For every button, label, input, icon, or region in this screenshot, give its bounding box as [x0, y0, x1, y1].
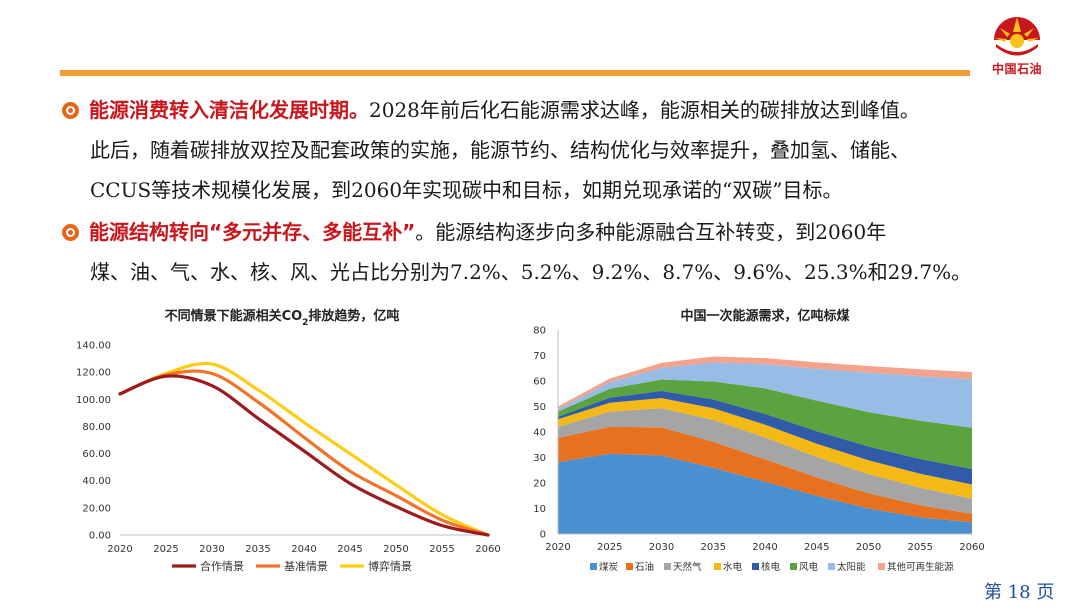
- paragraph-text: 此后，随着碳排放双控及配套政策的实施，能源节约、结构优化与效率提升，叠加氢、储能…: [90, 138, 910, 162]
- co2-emission-line-chart: 不同情景下能源相关CO2排放趋势，亿吨 0.00 20.00 40.00 60.00 80…: [70, 300, 510, 582]
- company-logo: 中国石油: [984, 14, 1050, 94]
- legend-label: 其他可再生能源: [887, 561, 954, 573]
- primary-energy-area-chart: 中国一次能源需求，亿吨标煤 0 10 20 30 40 50 60 70 80 2020 2025 20…: [528, 300, 994, 582]
- petrochina-emblem-icon: [994, 17, 1040, 56]
- x-tick-label: 2060: [959, 542, 984, 553]
- legend-swatch: [714, 563, 721, 570]
- x-tick-label: 2040: [752, 542, 777, 553]
- x-tick-label: 2035: [701, 542, 726, 553]
- y-tick-label: 0: [540, 530, 546, 541]
- legend-label: 石油: [635, 561, 654, 573]
- legend-label: 煤炭: [599, 561, 619, 573]
- co2-chart-svg: 不同情景下能源相关CO2排放趋势，亿吨 0.00 20.00 40.00 60.00 80…: [76, 308, 501, 573]
- x-tick-label: 2045: [337, 544, 362, 555]
- y-tick-label: 20.00: [82, 503, 111, 514]
- paragraph-text: CCUS等技术规模化发展，到2060年实现碳中和目标，如期兑现承诺的“双碳”目标…: [90, 178, 843, 202]
- area-band: [558, 390, 972, 485]
- y-tick-label: 30: [533, 453, 546, 464]
- legend-swatch: [752, 563, 759, 570]
- y-tick-label: 40.00: [82, 476, 111, 487]
- y-tick-label: 60: [533, 377, 546, 388]
- legend-swatch: [878, 563, 885, 570]
- x-tick-label: 2050: [383, 544, 408, 555]
- y-tick-label: 120.00: [76, 368, 111, 379]
- y-tick-label: 100.00: [76, 395, 111, 406]
- legend-swatch: [590, 563, 597, 570]
- x-tick-label: 2020: [545, 542, 570, 553]
- area-band: [558, 408, 972, 514]
- y-tick-label: 20: [533, 479, 546, 490]
- area-band: [558, 356, 972, 409]
- y-tick-label: 60.00: [82, 449, 111, 460]
- legend-label: 天然气: [673, 561, 702, 573]
- legend-swatch: [664, 563, 671, 570]
- legend-label: 合作情景: [200, 559, 244, 573]
- page-number-value: 18: [1007, 582, 1031, 603]
- y-tick-label: 80: [533, 326, 546, 337]
- paragraph-energy-structure: 能源结构转向“多元并存、多能互补”。能源结构逐步向多种能源融合互补转变，到206…: [62, 212, 971, 292]
- x-tick-label: 2030: [649, 542, 674, 553]
- y-tick-label: 70: [533, 351, 546, 362]
- legend-label: 博弈情景: [368, 559, 412, 573]
- paragraph-highlight: 能源结构转向“多元并存、多能互补”: [89, 220, 416, 244]
- area-band: [558, 453, 972, 534]
- x-tick-label: 2050: [856, 542, 881, 553]
- chart-title: 中国一次能源需求，亿吨标煤: [680, 308, 849, 324]
- paragraph-text: 煤、油、气、水、核、风、光占比分别为7.2%、5.2%、9.2%、8.7%、9.…: [90, 260, 972, 284]
- y-tick-label: 10: [533, 504, 546, 515]
- paragraph-text: 。能源结构逐步向多种能源融合互补转变，到2060年: [415, 220, 887, 244]
- paragraph-highlight: 能源消费转入清洁化发展时期。: [89, 98, 369, 122]
- x-tick-label: 2020: [107, 544, 132, 555]
- series-line: [118, 361, 490, 537]
- legend-label: 水电: [723, 561, 743, 573]
- paragraph-text: 2028年前后化石能源需求达峰，能源相关的碳排放达到峰值。: [369, 98, 920, 122]
- bullet-icon: [62, 102, 79, 119]
- series-line: [118, 369, 490, 537]
- legend-swatch: [828, 563, 835, 570]
- series-line: [118, 374, 490, 537]
- legend-swatch: [626, 563, 633, 570]
- x-tick-label: 2030: [199, 544, 224, 555]
- page-prefix: 第: [984, 582, 1002, 603]
- paragraph-energy-consumption: 能源消费转入清洁化发展时期。2028年前后化石能源需求达峰，能源相关的碳排放达到…: [62, 90, 920, 210]
- y-tick-label: 50: [533, 402, 546, 413]
- area-band: [558, 379, 972, 469]
- logo-text: 中国石油: [991, 62, 1042, 76]
- area-band: [558, 426, 972, 523]
- y-tick-label: 80.00: [82, 422, 111, 433]
- y-tick-label: 140.00: [76, 341, 111, 352]
- legend-label: 风电: [799, 561, 819, 573]
- x-tick-label: 2040: [291, 544, 316, 555]
- legend-label: 太阳能: [837, 561, 866, 573]
- chart-title: 不同情景下能源相关CO2排放趋势，亿吨: [165, 308, 400, 328]
- page-suffix: 页: [1036, 582, 1055, 603]
- header-rule: [60, 70, 970, 76]
- x-tick-label: 2055: [429, 544, 454, 555]
- bullet-icon: [62, 224, 79, 241]
- legend-label: 基准情景: [284, 560, 328, 573]
- area-band: [558, 362, 972, 428]
- x-tick-label: 2035: [245, 544, 270, 555]
- y-tick-label: 0.00: [89, 531, 111, 542]
- legend-swatch: [790, 563, 797, 570]
- page-number: 第 18 页: [984, 578, 1054, 604]
- area-band: [558, 398, 972, 499]
- x-tick-label: 2025: [597, 542, 622, 553]
- x-tick-label: 2025: [153, 544, 178, 555]
- y-tick-label: 40: [533, 428, 546, 439]
- x-tick-label: 2055: [908, 542, 933, 553]
- x-tick-label: 2045: [804, 542, 829, 553]
- legend-label: 核电: [761, 561, 781, 573]
- x-tick-label: 2060: [475, 544, 500, 555]
